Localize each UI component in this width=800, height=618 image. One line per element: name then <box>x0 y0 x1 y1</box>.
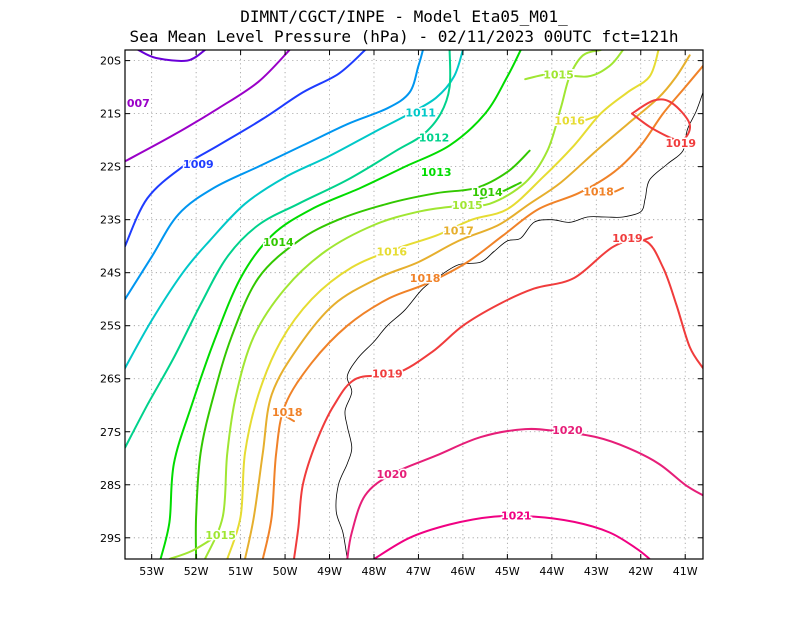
chart-subtitle: Sea Mean Level Pressure (hPa) - 02/11/20… <box>129 27 678 46</box>
isobar-1019 <box>624 236 653 242</box>
isobar-label-1015: 1015 <box>452 199 483 212</box>
isobar-label-1019: 1019 <box>665 137 696 150</box>
x-tick-label: 44W <box>539 565 564 578</box>
isobar-1018 <box>261 64 703 559</box>
coastline <box>335 92 703 559</box>
y-tick-label: 22S <box>100 161 121 174</box>
x-tick-label: 45W <box>495 565 520 578</box>
map-layer <box>335 92 703 559</box>
y-tick-label: 25S <box>100 320 121 333</box>
isobar-label-1014: 1014 <box>472 186 503 199</box>
isobar-label-1021: 1021 <box>501 510 532 523</box>
isobar-label-1015: 1015 <box>205 529 236 542</box>
isobar-1014 <box>194 149 531 559</box>
isobar-label-1019: 1019 <box>612 232 643 245</box>
y-tick-label: 21S <box>100 108 121 121</box>
isobar-1016 <box>564 115 598 123</box>
y-tick-label: 28S <box>100 479 121 492</box>
isobar-1018 <box>275 409 295 423</box>
plot-frame <box>124 49 704 560</box>
isobar-1015 <box>168 536 215 559</box>
x-tick-label: 41W <box>673 565 698 578</box>
y-tick-label: 27S <box>100 426 121 439</box>
isobar-label-1007: 007 <box>127 97 150 110</box>
x-tick-label: 48W <box>362 565 387 578</box>
isobar-1007 <box>125 50 291 163</box>
y-tick-label: 23S <box>100 214 121 227</box>
isobar-1014 <box>479 181 522 200</box>
x-tick-label: 46W <box>450 565 475 578</box>
isobar-label-1020: 1020 <box>552 424 583 437</box>
y-tick-label: 29S <box>100 532 121 545</box>
x-tick-label: 43W <box>584 565 609 578</box>
isobar-label-1018: 1018 <box>410 272 441 285</box>
isobar-label-1017: 1017 <box>443 224 474 237</box>
isobar-label-1018: 1018 <box>272 406 303 419</box>
isobar-1020 <box>550 428 584 436</box>
isobar-label-1011: 1011 <box>405 107 436 120</box>
isobar-label-1012: 1012 <box>419 131 450 144</box>
x-tick-label: 51W <box>228 565 253 578</box>
x-tick-label: 49W <box>317 565 342 578</box>
contour-label-layer: 0071009101110121013101410141015101510151… <box>125 67 697 544</box>
contour-layer <box>125 50 703 559</box>
isobar-label-1013: 1013 <box>421 166 452 179</box>
isobar-1015 <box>524 50 624 81</box>
isobar-1019 <box>293 238 703 559</box>
isobar-1008 <box>137 50 206 62</box>
isobar-label-1018: 1018 <box>583 186 614 199</box>
isobar-1019 <box>630 98 691 142</box>
chart-title: DIMNT/CGCT/INPE - Model Eta05_M01_ <box>240 7 568 26</box>
isobar-1010 <box>125 50 424 301</box>
x-tick-label: 50W <box>273 565 298 578</box>
isobar-1015 <box>204 50 602 559</box>
y-tick-label: 20S <box>100 55 121 68</box>
isobar-1018 <box>595 186 624 195</box>
isobar-1009 <box>125 50 367 248</box>
isobar-label-1020: 1020 <box>376 468 407 481</box>
isobar-label-1009: 1009 <box>183 158 214 171</box>
isobar-label-1016: 1016 <box>554 115 585 128</box>
isobar-label-1016: 1016 <box>376 245 407 258</box>
isobar-1011 <box>125 50 464 370</box>
isobar-1012 <box>125 50 452 449</box>
y-tick-label: 26S <box>100 373 121 386</box>
x-tick-label: 53W <box>139 565 164 578</box>
isobar-1020 <box>346 427 703 559</box>
x-tick-label: 42W <box>628 565 653 578</box>
tick-layer: 53W 52W 51W 50W 49W 48W 47W 46W 45W 44W 43W 42W 41W 2… <box>100 50 703 578</box>
x-tick-label: 47W <box>406 565 431 578</box>
isobar-label-1014: 1014 <box>263 236 294 249</box>
isobar-label-1019: 1019 <box>372 367 403 380</box>
isobar-1016 <box>226 50 660 559</box>
y-tick-label: 24S <box>100 267 121 280</box>
isobar-label-1015: 1015 <box>543 68 574 81</box>
isobar-1021 <box>373 514 651 559</box>
isobar-1013 <box>159 50 522 559</box>
x-tick-label: 52W <box>184 565 209 578</box>
